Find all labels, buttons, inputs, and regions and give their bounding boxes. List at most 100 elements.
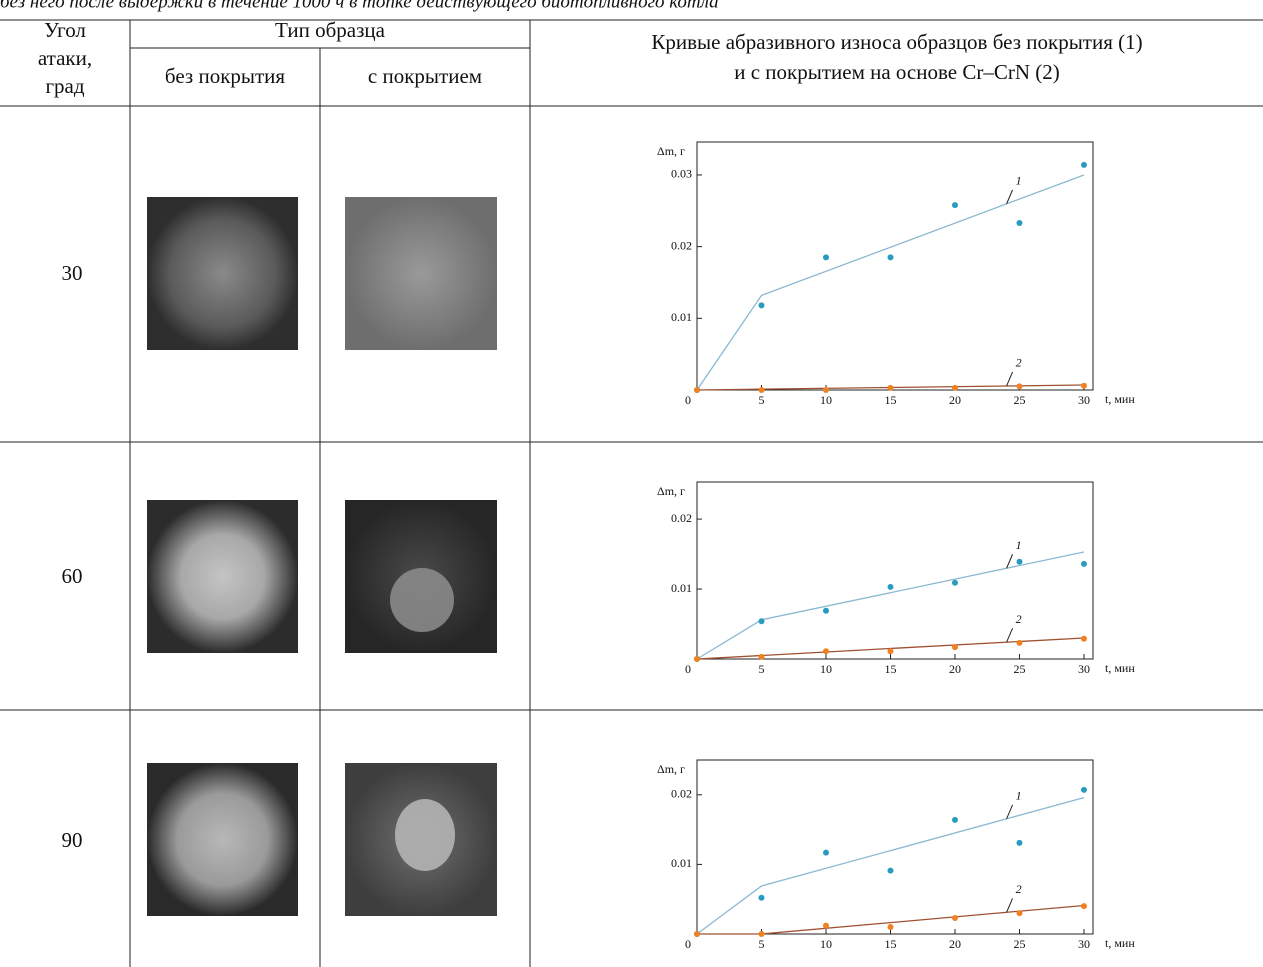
data-point	[1016, 639, 1023, 646]
header-angle: Угол	[44, 18, 86, 42]
data-point	[951, 914, 958, 921]
data-point	[694, 656, 700, 662]
curve-label: 1	[1016, 789, 1022, 803]
x-tick-label: 20	[949, 662, 961, 676]
data-point	[887, 583, 894, 590]
data-point	[758, 931, 765, 937]
leader-line	[1006, 898, 1014, 913]
leader-line	[1006, 804, 1014, 819]
data-point	[1080, 560, 1087, 567]
curve-label: 1	[1016, 538, 1022, 552]
data-point	[1080, 382, 1087, 389]
fit-line	[696, 796, 1085, 935]
plot-frame	[696, 141, 1094, 391]
data-point	[758, 302, 765, 309]
data-point	[822, 387, 829, 393]
y-axis-label: Δm, г	[657, 762, 685, 776]
x-tick-label: 0	[685, 937, 691, 951]
x-tick-label: 15	[884, 937, 896, 951]
data-point	[822, 922, 829, 929]
data-point	[1016, 219, 1023, 226]
x-tick-label: 25	[1013, 393, 1025, 407]
fit-line	[696, 174, 1085, 391]
header-uncoated: без покрытия	[165, 64, 285, 88]
x-axis-label: t, мин	[1105, 661, 1135, 675]
data-point	[694, 931, 700, 937]
x-tick-label: 10	[820, 937, 832, 951]
x-tick-label: 15	[884, 393, 896, 407]
data-point	[758, 387, 765, 393]
x-tick-label: 30	[1078, 393, 1090, 407]
data-point	[887, 384, 894, 391]
curve-label: 2	[1016, 612, 1022, 626]
y-tick-label: 0.01	[671, 310, 692, 324]
plot-frame	[696, 759, 1094, 935]
data-point	[951, 202, 958, 209]
data-point	[887, 254, 894, 261]
y-tick-label: 0.02	[671, 238, 692, 252]
x-tick-label: 25	[1013, 937, 1025, 951]
data-point	[822, 648, 829, 655]
data-point	[758, 618, 765, 625]
data-point	[822, 607, 829, 614]
data-point	[951, 644, 958, 651]
header-angle: атаки,	[38, 46, 92, 70]
x-tick-label: 30	[1078, 937, 1090, 951]
y-axis-label: Δm, г	[657, 484, 685, 498]
row-angle: 30	[62, 261, 83, 285]
data-point	[1016, 910, 1023, 917]
x-axis-label: t, мин	[1105, 392, 1135, 406]
x-tick-label: 15	[884, 662, 896, 676]
plot-frame	[696, 481, 1094, 660]
y-tick-label: 0.02	[671, 511, 692, 525]
table-grid	[0, 19, 1263, 967]
data-point	[887, 867, 894, 874]
x-tick-label: 5	[758, 393, 764, 407]
curve-label: 1	[1016, 174, 1022, 188]
data-point	[758, 894, 765, 901]
y-tick-label: 0.01	[671, 856, 692, 870]
data-point	[822, 254, 829, 261]
sample-photos	[147, 197, 497, 916]
header-angle: град	[45, 74, 84, 98]
x-tick-label: 10	[820, 393, 832, 407]
y-tick-label: 0.01	[671, 581, 692, 595]
x-tick-label: 20	[949, 937, 961, 951]
y-tick-label: 0.02	[671, 787, 692, 801]
row-angle: 60	[62, 564, 83, 588]
data-point	[951, 384, 958, 391]
data-point	[1080, 635, 1087, 642]
x-tick-label: 5	[758, 662, 764, 676]
caption: без него после выдержки в течение 1000 ч…	[0, 0, 719, 12]
leader-line	[1006, 189, 1014, 205]
data-point	[951, 579, 958, 586]
fit-line	[696, 551, 1085, 660]
curve-label: 2	[1016, 356, 1022, 370]
data-point	[887, 924, 894, 931]
leader-line	[1006, 628, 1014, 643]
data-point	[1016, 383, 1023, 390]
data-point	[694, 387, 700, 393]
data-point	[1080, 161, 1087, 168]
x-tick-label: 0	[685, 393, 691, 407]
data-point	[758, 653, 765, 660]
data-point	[951, 816, 958, 823]
x-tick-label: 0	[685, 662, 691, 676]
data-point	[1016, 558, 1023, 565]
leader-line	[1006, 371, 1014, 387]
x-axis-label: t, мин	[1105, 936, 1135, 950]
data-point	[1016, 839, 1023, 846]
y-axis-label: Δm, г	[657, 144, 685, 158]
row-angle: 90	[62, 828, 83, 852]
header-coated: с покрытием	[368, 64, 482, 88]
data-point	[1080, 786, 1087, 793]
header-curves: Кривые абразивного износа образцов без п…	[651, 30, 1142, 54]
y-tick-label: 0.03	[671, 167, 692, 181]
leader-line	[1006, 554, 1014, 569]
x-tick-label: 10	[820, 662, 832, 676]
header-curves: и с покрытием на основе Cr–CrN (2)	[734, 60, 1060, 84]
x-tick-label: 25	[1013, 662, 1025, 676]
data-point	[1080, 903, 1087, 910]
x-tick-label: 20	[949, 393, 961, 407]
